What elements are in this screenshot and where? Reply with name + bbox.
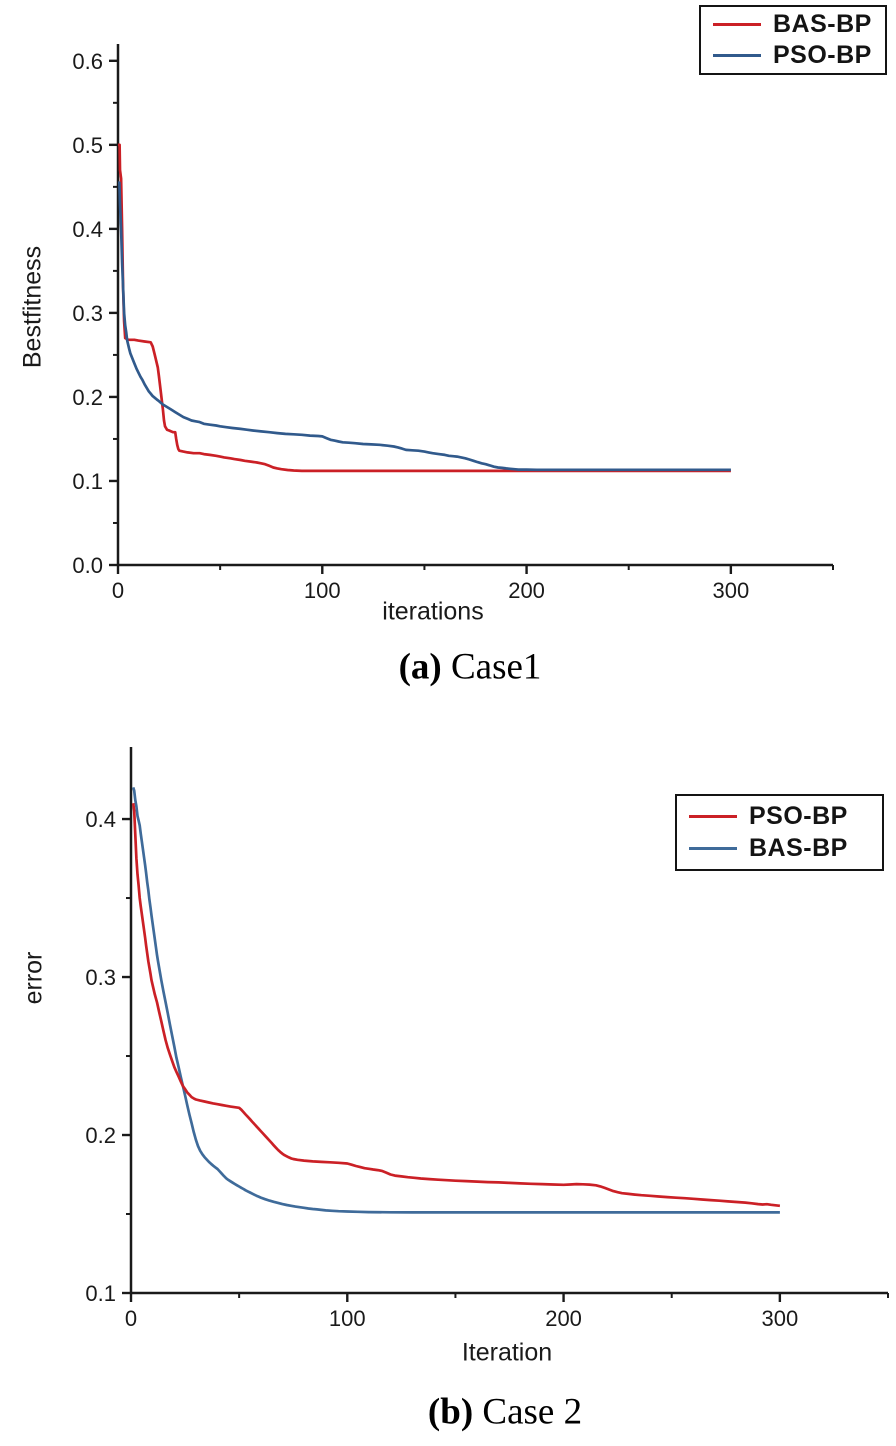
case2-y-axis-title: error (19, 951, 48, 1005)
case1-series-bas-bp (118, 143, 731, 473)
legend-label: PSO-BP (749, 801, 848, 830)
case2-series-pso-bp (131, 803, 781, 1208)
case2-y-tick-label: 0.1 (85, 1281, 116, 1306)
case1-x-tick-label: 0 (112, 578, 124, 603)
case1-x-axis-title: iterations (382, 597, 484, 626)
caption-a-text: Case1 (450, 646, 542, 688)
case2-y-tick-label: 0.4 (85, 807, 116, 832)
case1-y-tick-label: 0.5 (72, 133, 103, 158)
case1-x-tick-label: 100 (304, 578, 341, 603)
case1-series-pso-bp (118, 181, 731, 472)
caption-a-letter: (a) (398, 646, 442, 688)
case2-legend: PSO-BP BAS-BP (675, 794, 884, 871)
legend-row: BAS-BP (689, 834, 874, 863)
legend-line-swatch-red (713, 23, 761, 27)
legend-label: BAS-BP (773, 10, 872, 39)
caption-b: (b) Case 2 (428, 1391, 582, 1434)
case1-legend: BAS-BP PSO-BP (699, 5, 887, 75)
caption-b-text: Case 2 (482, 1391, 583, 1433)
legend-line-swatch-red (689, 814, 737, 818)
legend-line-swatch-blue (713, 53, 761, 57)
caption-b-letter: (b) (427, 1391, 474, 1433)
case1-y-tick-label: 0.1 (72, 469, 103, 494)
legend-label: BAS-BP (749, 834, 848, 863)
case2-x-tick-label: 200 (545, 1306, 582, 1331)
caption-a: (a) Case1 (399, 646, 542, 689)
legend-label: PSO-BP (773, 40, 872, 69)
case1-x-tick-label: 200 (508, 578, 545, 603)
case2-series-bas-bp (131, 786, 780, 1214)
case1-y-tick-label: 0.3 (72, 301, 103, 326)
case1-y-tick-label: 0.4 (72, 217, 103, 242)
case2-y-tick-label: 0.2 (85, 1123, 116, 1148)
case1-x-tick-label: 300 (712, 578, 749, 603)
case1-y-tick-label: 0.0 (72, 553, 103, 578)
case2-x-axis-title: Iteration (461, 1338, 553, 1367)
case1-y-tick-label: 0.6 (72, 49, 103, 74)
case2-x-tick-label: 0 (125, 1306, 137, 1331)
case2-x-tick-label: 300 (761, 1306, 798, 1331)
legend-row: PSO-BP (689, 802, 874, 831)
case1-y-axis-title: Bestfitness (18, 245, 47, 369)
case2-y-tick-label: 0.3 (85, 965, 116, 990)
legend-row: PSO-BP (713, 41, 877, 70)
legend-line-swatch-blue (689, 847, 737, 851)
case2-x-tick-label: 100 (329, 1306, 366, 1331)
case1-y-tick-label: 0.2 (72, 385, 103, 410)
legend-row: BAS-BP (713, 10, 877, 39)
